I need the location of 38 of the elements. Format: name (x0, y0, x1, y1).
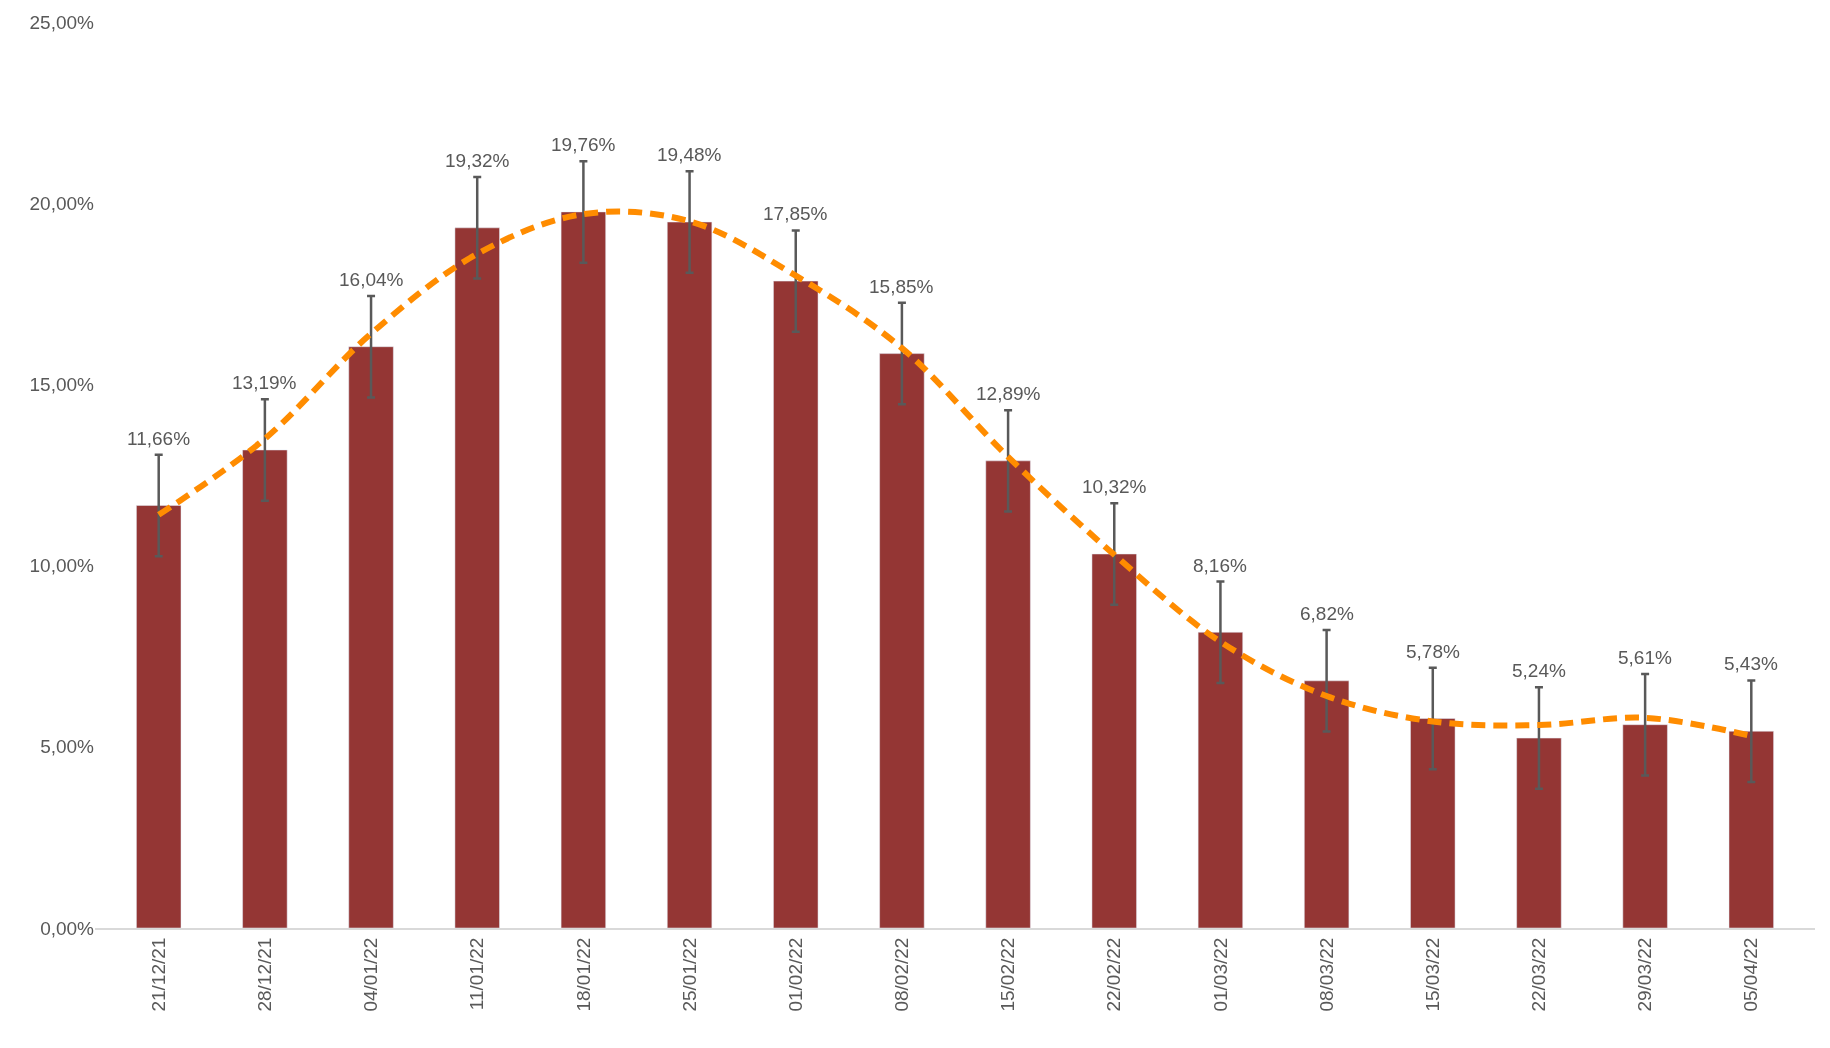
y-tick-label: 15,00% (29, 374, 95, 396)
data-label: 8,16% (1193, 555, 1247, 576)
y-tick-label: 0,00% (40, 917, 95, 939)
y-tick-label: 25,00% (29, 11, 95, 33)
y-tick-label: 10,00% (29, 555, 95, 577)
data-label: 17,85% (763, 203, 828, 224)
x-tick-label: 15/02/22 (997, 937, 1019, 1012)
x-tick-label: 01/02/22 (784, 937, 806, 1012)
y-tick-label: 20,00% (29, 192, 95, 214)
x-tick-label: 08/02/22 (891, 937, 913, 1012)
x-tick-label: 11/01/22 (466, 937, 488, 1011)
data-label: 19,32% (445, 150, 510, 171)
data-label: 13,19% (232, 372, 297, 393)
data-label: 15,85% (869, 276, 934, 297)
x-tick-label: 18/01/22 (572, 937, 594, 1012)
data-label: 19,48% (657, 144, 722, 165)
data-label: 12,89% (976, 383, 1041, 404)
x-tick-label: 05/04/22 (1740, 937, 1762, 1012)
x-tick-label: 22/02/22 (1103, 937, 1125, 1012)
x-tick-label: 21/12/21 (147, 937, 169, 1012)
x-tick-label: 15/03/22 (1421, 937, 1443, 1012)
data-label: 10,32% (1082, 476, 1147, 497)
data-label: 5,61% (1618, 647, 1672, 668)
data-label: 6,82% (1300, 603, 1354, 624)
y-tick-label: 5,00% (40, 736, 95, 758)
x-tick-label: 22/03/22 (1528, 937, 1550, 1012)
data-label: 19,76% (551, 134, 616, 155)
x-tick-label: 01/03/22 (1209, 937, 1231, 1012)
x-tick-label: 28/12/21 (254, 937, 276, 1012)
x-tick-label: 04/01/22 (360, 937, 382, 1012)
data-label: 5,43% (1724, 653, 1778, 674)
data-label: 5,24% (1512, 660, 1566, 681)
data-label: 11,66% (127, 428, 191, 449)
data-label: 5,78% (1406, 641, 1460, 662)
data-label: 16,04% (339, 269, 404, 290)
x-tick-label: 08/03/22 (1315, 937, 1337, 1012)
x-tick-label: 25/01/22 (678, 937, 700, 1012)
x-tick-label: 29/03/22 (1634, 937, 1656, 1012)
